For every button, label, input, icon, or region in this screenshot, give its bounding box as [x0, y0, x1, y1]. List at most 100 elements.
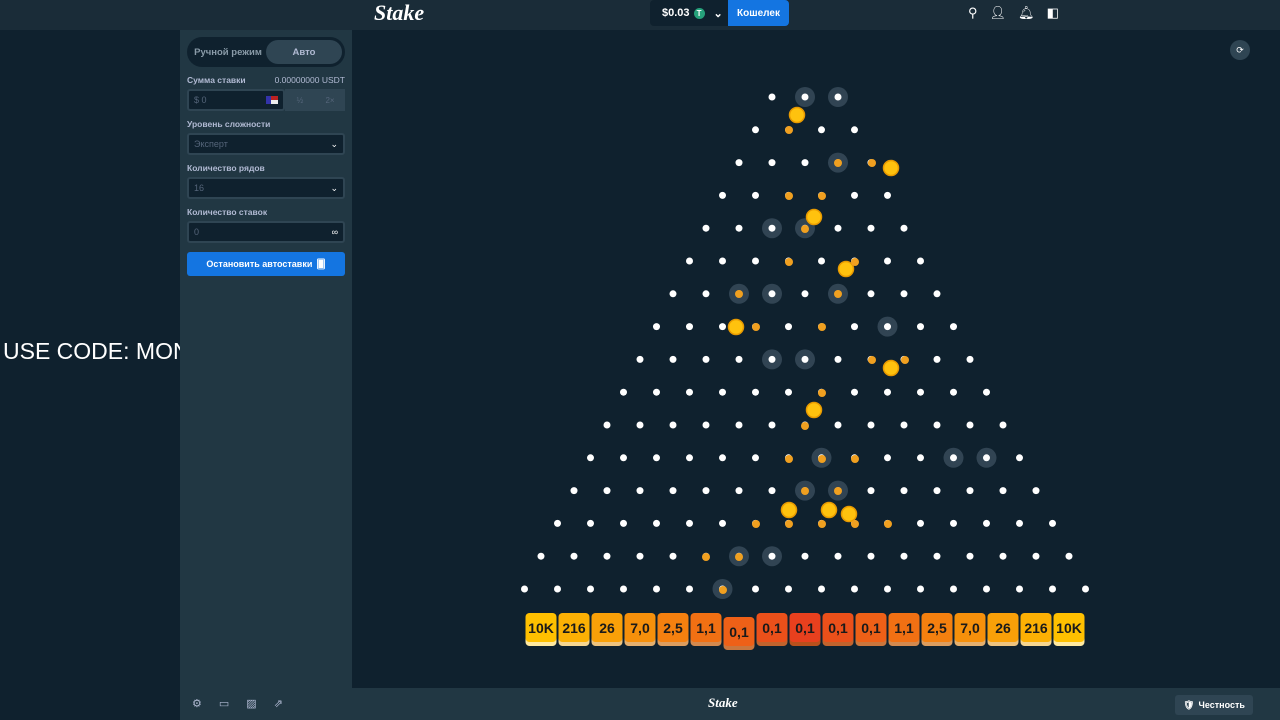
falling-ball — [735, 553, 743, 561]
peg — [686, 388, 693, 396]
multiplier-bucket — [1053, 613, 1085, 642]
peg — [653, 454, 660, 462]
peg — [669, 290, 677, 298]
peg — [554, 519, 561, 527]
falling-ball — [785, 520, 793, 528]
half-button[interactable]: ½ — [285, 89, 315, 111]
multiplier-label: 0,1 — [828, 620, 848, 636]
falling-ball — [851, 455, 859, 463]
bet-amount-crypto: 0.00000000 USDT — [274, 75, 345, 85]
peg — [603, 552, 611, 560]
peg — [603, 487, 611, 495]
peg — [719, 191, 726, 199]
theatre-mode-icon[interactable]: ▭ — [218, 698, 230, 710]
multiplier-bucket — [822, 613, 854, 642]
sidebar-toggle-icon[interactable]: ◧ — [1046, 5, 1059, 20]
fairness-label: Честность — [1198, 700, 1245, 710]
peg — [768, 159, 776, 167]
tether-icon: T — [693, 7, 705, 19]
chevron-down-icon: ⌄ — [330, 138, 338, 149]
multiplier-bucket — [987, 613, 1019, 642]
multiplier-label: 2,5 — [663, 620, 683, 636]
top-bar: Stake $0.03 T ⌄ Кошелек ⚲ 👤︎ 🔔︎ ◧ — [0, 0, 1280, 30]
shield-icon: 🛡︎ — [1183, 699, 1195, 710]
peg — [950, 323, 957, 331]
stop-autobet-button[interactable]: Остановить автоставки 🂠 — [187, 252, 345, 276]
right-gutter — [1260, 30, 1280, 690]
rows-select[interactable]: 16 ⌄ — [187, 177, 345, 199]
peg — [900, 487, 908, 495]
risk-select[interactable]: Эксперт ⌄ — [187, 133, 345, 155]
peg — [933, 290, 941, 298]
ball — [840, 505, 858, 523]
multiplier-label: 26 — [995, 620, 1011, 636]
peg — [933, 421, 941, 429]
peg — [966, 487, 974, 495]
peg — [653, 585, 660, 593]
multiplier-bucket — [954, 613, 986, 642]
multiplier-bucket — [1020, 613, 1052, 642]
falling-ball — [785, 258, 793, 266]
peg — [983, 388, 990, 396]
stake-logo[interactable]: Stake — [374, 0, 425, 25]
balance-value: $0.03 — [662, 7, 690, 19]
balance-dropdown[interactable]: $0.03 T ⌄ — [650, 0, 728, 26]
peg — [735, 421, 743, 429]
fairness-button[interactable]: 🛡︎ Честность — [1175, 695, 1253, 715]
peg — [735, 224, 743, 232]
ball — [820, 501, 838, 519]
peg — [669, 487, 677, 495]
chevron-down-icon: ⌄ — [330, 182, 338, 193]
falling-ball — [884, 520, 892, 528]
risk-label: Уровень сложности — [187, 119, 271, 129]
peg — [570, 487, 578, 495]
tab-manual[interactable]: Ручной режим — [194, 46, 262, 58]
peg — [851, 323, 858, 331]
multiplier-bucket — [789, 613, 821, 642]
peg — [1016, 519, 1023, 527]
multiplier-label: 7,0 — [630, 620, 650, 636]
live-stats-icon[interactable]: ⇗ — [273, 698, 283, 710]
tab-auto[interactable]: Авто — [266, 40, 342, 64]
double-button[interactable]: 2× — [315, 89, 345, 111]
animation-toggle-icon[interactable]: ⟳ — [1230, 40, 1250, 60]
user-icon[interactable]: 👤︎ — [989, 5, 1007, 20]
peg — [702, 355, 710, 363]
multiplier-bucket — [855, 613, 887, 642]
multiplier-bucket — [591, 613, 623, 642]
multiplier-label: 0,1 — [729, 624, 749, 640]
bell-icon[interactable]: 🔔︎ — [1018, 5, 1035, 20]
falling-ball — [851, 520, 859, 528]
peg — [587, 585, 594, 593]
falling-ball — [868, 159, 876, 167]
peg — [752, 257, 759, 265]
peg — [966, 421, 974, 429]
bets-count-input[interactable]: 0 ∞ — [187, 221, 345, 243]
peg — [884, 257, 891, 265]
peg — [917, 257, 924, 265]
peg — [834, 355, 842, 363]
peg — [719, 388, 726, 396]
wallet-button[interactable]: Кошелек — [728, 0, 789, 26]
peg — [884, 454, 891, 462]
peg — [867, 487, 875, 495]
search-icon[interactable]: ⚲ — [968, 5, 978, 20]
peg — [950, 454, 957, 462]
falling-ball — [818, 192, 826, 200]
settings-icon[interactable]: ⚙ — [192, 698, 202, 710]
peg — [768, 290, 776, 298]
rows-value: 16 — [194, 183, 205, 193]
multiplier-label: 7,0 — [960, 620, 980, 636]
peg — [950, 388, 957, 396]
falling-ball — [834, 487, 842, 495]
peg — [917, 585, 924, 593]
bet-amount-input[interactable]: $ 0 — [187, 89, 285, 111]
peg — [785, 388, 792, 396]
stats-icon[interactable]: ▨ — [246, 698, 257, 710]
peg — [620, 454, 627, 462]
peg — [834, 552, 842, 560]
risk-value: Эксперт — [194, 139, 228, 149]
stop-autobet-label: Остановить автоставки — [206, 259, 313, 269]
peg — [801, 290, 809, 298]
